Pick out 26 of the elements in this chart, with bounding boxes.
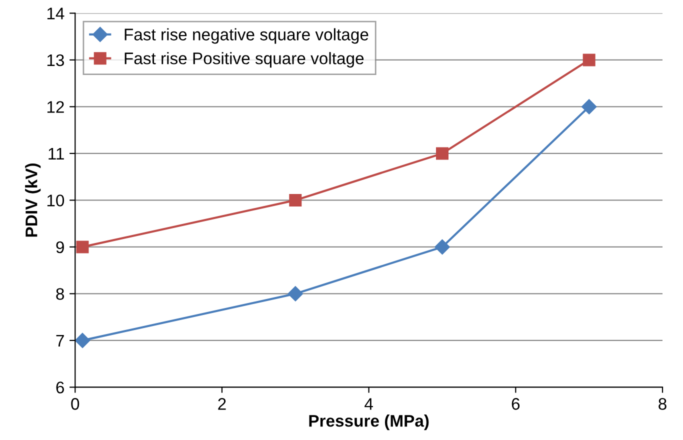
x-tick-label: 0 <box>71 398 80 410</box>
x-tick-label: 4 <box>364 398 373 410</box>
y-tick-label: 9 <box>56 241 64 254</box>
y-tick-label: 6 <box>56 382 64 394</box>
y-tick-label: 11 <box>48 148 64 160</box>
y-tick-label: 14 <box>47 8 64 20</box>
point <box>582 99 597 114</box>
x-tick-label: 8 <box>658 398 666 410</box>
x-tick-label: 2 <box>218 398 226 410</box>
x-tick-label: 6 <box>512 398 520 410</box>
point <box>582 54 596 66</box>
y-tick-label: 7 <box>56 335 64 346</box>
legend-label: Fast rise Positive square voltage <box>124 52 364 68</box>
y-axis-title: PDIV (kV) <box>25 164 41 237</box>
point <box>434 239 450 255</box>
point <box>76 240 89 254</box>
y-tick-label: 8 <box>56 288 64 300</box>
y-tick-label: 12 <box>47 101 64 113</box>
y-tick-label: 10 <box>47 194 64 206</box>
y-tick-label: 13 <box>47 54 64 66</box>
point <box>436 147 448 160</box>
legend-label: Fast rise negative square voltage <box>124 28 368 44</box>
x-axis-title: Pressure (MPa) <box>309 414 429 430</box>
point <box>75 332 90 348</box>
point <box>289 194 302 206</box>
point <box>288 286 303 302</box>
